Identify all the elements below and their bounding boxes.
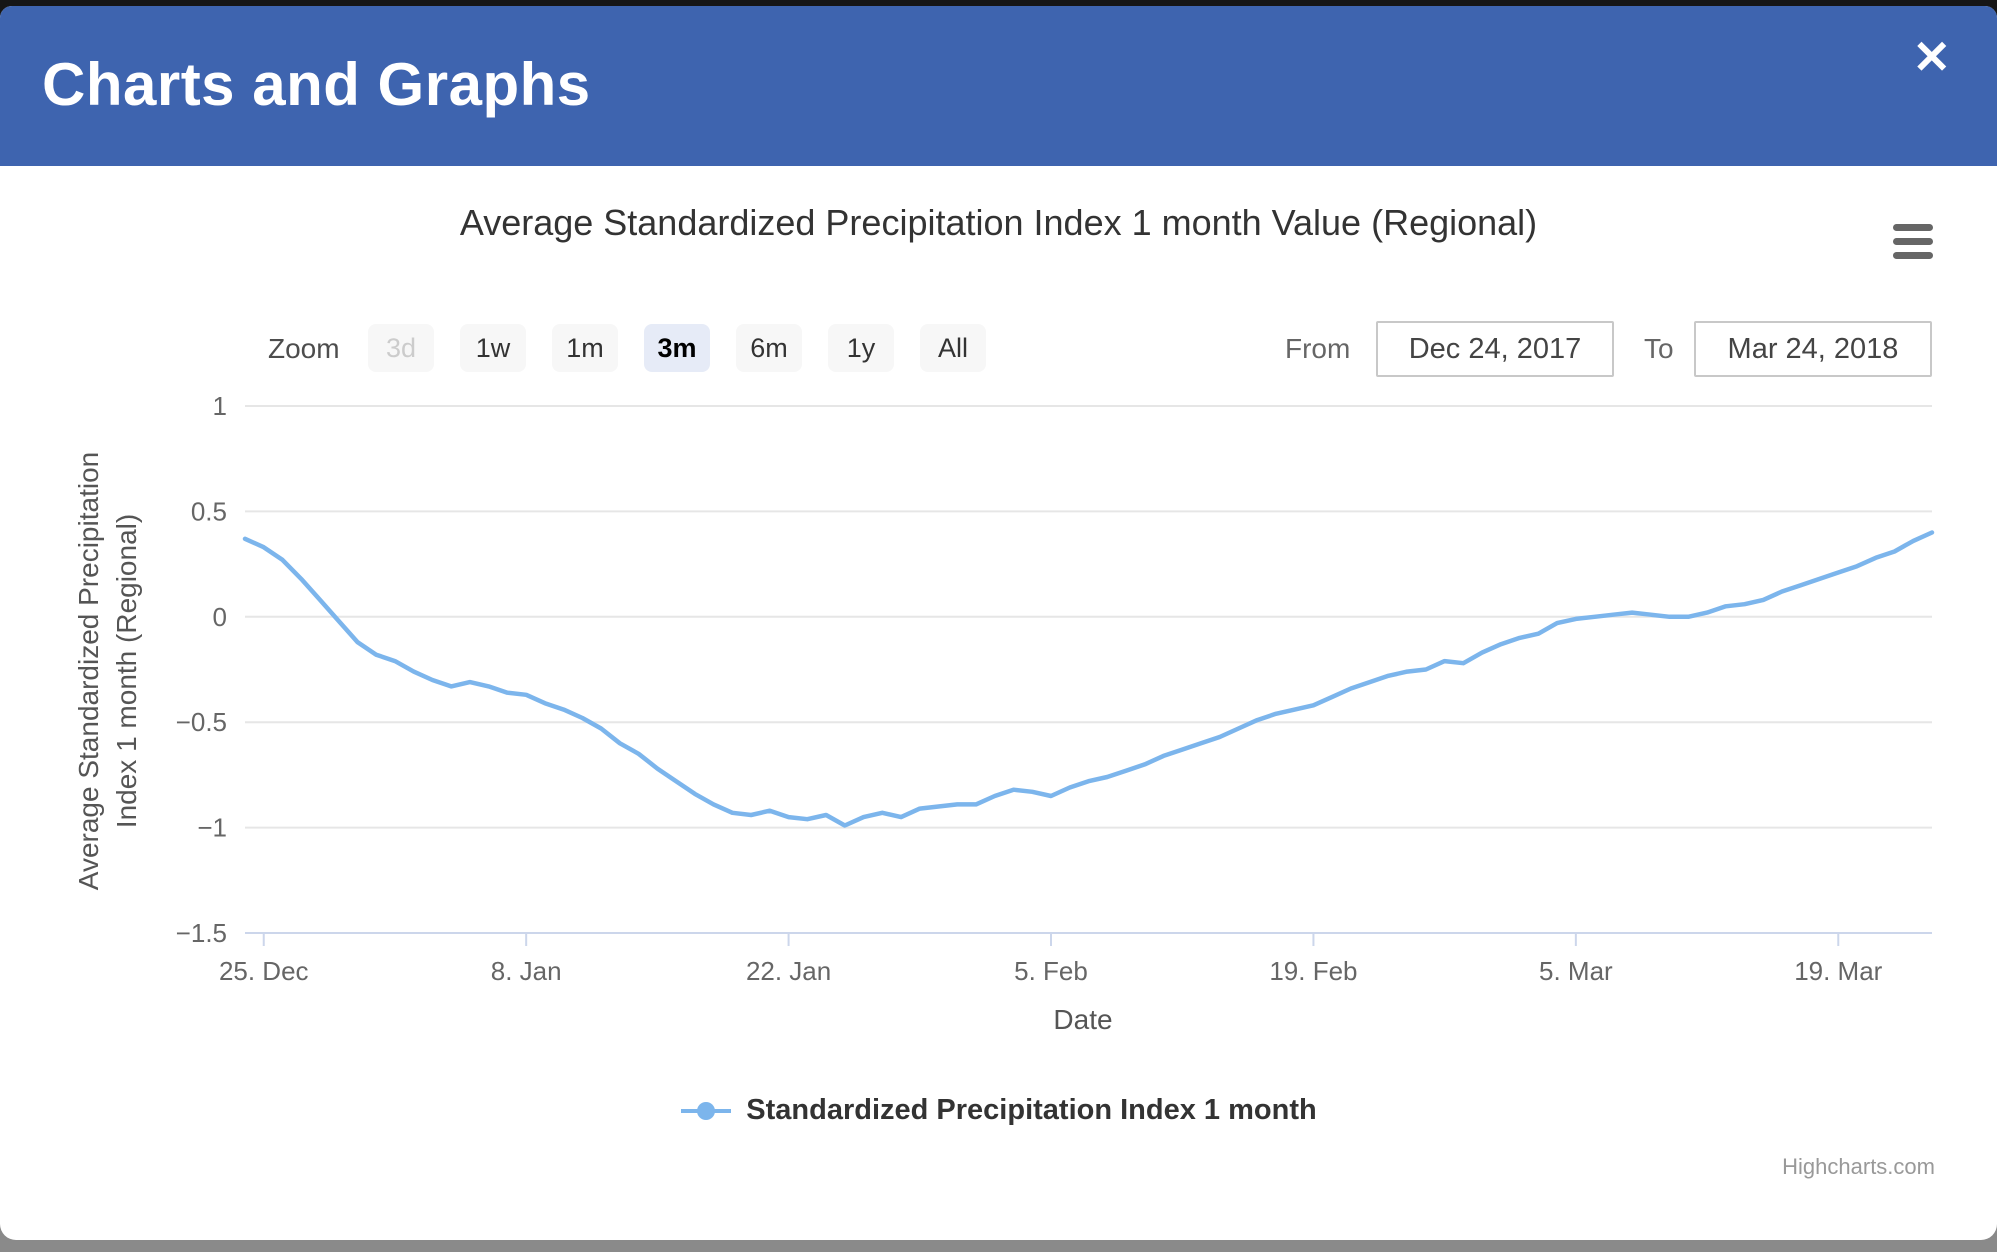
modal-title: Charts and Graphs [42, 51, 591, 118]
close-icon[interactable]: ✕ [1912, 31, 1951, 83]
range-button-6m[interactable]: 6m [736, 324, 802, 372]
to-label: To [1644, 333, 1674, 364]
range-button-1w[interactable]: 1w [460, 324, 526, 372]
range-selector: Zoom 3d 1w 1m 3m 6m 1y All From To [0, 321, 1997, 384]
x-tick-label: 5. Feb [1014, 956, 1088, 986]
hamburger-bar [1893, 252, 1933, 259]
export-menu-icon[interactable] [1891, 222, 1935, 266]
y-axis-title-line2: Index 1 month (Regional) [111, 513, 142, 829]
legend-label: Standardized Precipitation Index 1 month [746, 1094, 1317, 1126]
x-tick-label: 25. Dec [219, 956, 309, 986]
range-button-3m[interactable]: 3m [644, 324, 710, 372]
y-axis-title-line1: Average Standardized Precipitation [73, 451, 104, 891]
chart-title: Average Standardized Precipitation Index… [459, 202, 1538, 243]
highcharts-credits[interactable]: Highcharts.com [1782, 1154, 1935, 1179]
y-tick-label: −1 [197, 813, 227, 843]
range-button-3d[interactable]: 3d [368, 324, 434, 372]
zoom-label: Zoom [268, 333, 340, 364]
modal-header: Charts and Graphs ✕ [0, 6, 1997, 166]
y-tick-label: 0 [213, 602, 227, 632]
x-tick-label: 8. Jan [491, 956, 562, 986]
series-line [242, 530, 1935, 828]
y-tick-label: −1.5 [176, 918, 227, 948]
hamburger-bar [1893, 224, 1933, 231]
range-button-all[interactable]: All [920, 324, 986, 372]
to-date-input[interactable] [1694, 321, 1932, 377]
x-tick-label: 19. Feb [1269, 956, 1357, 986]
y-tick-label: 1 [213, 391, 227, 421]
hamburger-bar [1893, 238, 1933, 245]
x-tick-label: 19. Mar [1794, 956, 1882, 986]
range-button-1y[interactable]: 1y [828, 324, 894, 372]
x-tick-label: 22. Jan [746, 956, 831, 986]
charts-modal: Charts and Graphs ✕ Average Standardized… [0, 6, 1997, 1240]
from-date-input[interactable] [1376, 321, 1614, 377]
from-label: From [1285, 333, 1351, 364]
y-axis-title: Average Standardized Precipitation Index… [70, 391, 154, 951]
x-axis-title: Date [1053, 1004, 1113, 1035]
x-tick-label: 5. Mar [1539, 956, 1613, 986]
y-tick-label: 0.5 [191, 496, 227, 526]
chart-plot-area[interactable]: 1 0.5 0 −0.5 −1 −1.5 25. Dec 8. Jan 22. Jan 5. Fe… [0, 6, 1997, 1240]
range-button-1m[interactable]: 1m [552, 324, 618, 372]
legend-marker-icon [681, 1101, 732, 1120]
y-tick-label: −0.5 [176, 707, 227, 737]
legend-item[interactable]: Standardized Precipitation Index 1 month [0, 1094, 1997, 1127]
